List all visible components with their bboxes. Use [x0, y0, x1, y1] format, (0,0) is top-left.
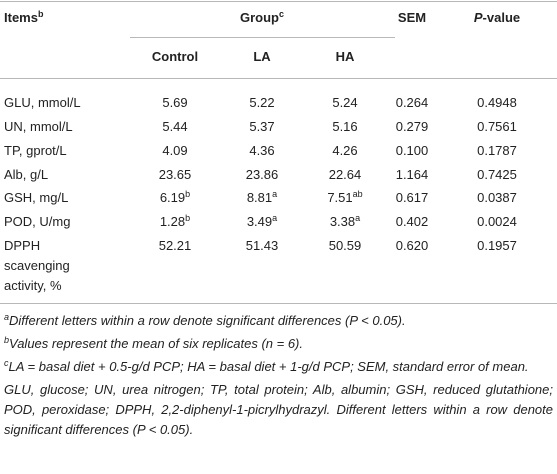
footnote: bValues represent the mean of six replic…: [4, 334, 553, 354]
cell: 51.43: [217, 237, 307, 255]
p-value: 0.1787: [477, 143, 517, 158]
header-rule: [0, 78, 557, 79]
group-header: Groupc: [217, 9, 307, 27]
cell: 8.81a: [217, 189, 307, 207]
footnotes: aDifferent letters within a row denote s…: [4, 311, 553, 443]
cell-value: 5.44: [162, 119, 188, 134]
pvalue-text: -value: [482, 10, 521, 25]
pvalue-italic: P: [473, 10, 483, 25]
group-label: Group: [239, 10, 279, 25]
cell-value: 6.19: [159, 190, 186, 205]
cell: 23.65: [130, 166, 220, 184]
cell: 4.09: [130, 142, 220, 160]
sem-header: SEM: [397, 10, 427, 25]
cell: 22.64: [300, 166, 390, 184]
group-sup: c: [278, 9, 284, 19]
cell-value: 51.43: [245, 238, 279, 253]
row-item: GLU, mmol/L: [4, 95, 81, 110]
cell-value: 23.65: [158, 167, 192, 182]
p-value: 0.1957: [477, 238, 517, 253]
subgroup-header: Control: [151, 49, 199, 64]
p-value: 0.0024: [477, 214, 517, 229]
items-sup: b: [37, 9, 44, 19]
cell-value: 50.59: [328, 238, 362, 253]
footnote-text: Different letters within a row denote si…: [9, 313, 406, 328]
row-item: TP, gprot/L: [4, 143, 67, 158]
sem-value: 0.617: [395, 190, 429, 205]
cell: 6.19b: [130, 189, 220, 207]
cell: 1.28b: [130, 213, 220, 231]
row-item: UN, mmol/L: [4, 119, 73, 134]
cell-value: 23.86: [245, 167, 279, 182]
footnote-mark: a: [4, 312, 10, 322]
cell: 5.37: [217, 118, 307, 136]
footnote-text: LA = basal diet + 0.5-g/d PCP; HA = basa…: [8, 359, 529, 374]
cell: 4.36: [217, 142, 307, 160]
row-item: POD, U/mg: [4, 214, 71, 229]
footnote-mark: c: [4, 358, 9, 368]
cell-sup: b: [185, 213, 191, 223]
cell-value: 8.81: [246, 190, 273, 205]
cell-value: 3.38: [329, 214, 356, 229]
sem-value: 0.100: [395, 143, 429, 158]
cell-sup: a: [355, 213, 361, 223]
p-value: 0.0387: [477, 190, 517, 205]
cell-value: 22.64: [328, 167, 362, 182]
cell: 4.26: [300, 142, 390, 160]
row-item: Alb, g/L: [4, 167, 49, 182]
footnote: aDifferent letters within a row denote s…: [4, 311, 553, 331]
bottom-rule: [0, 303, 557, 304]
sem-value: 0.620: [395, 238, 429, 253]
cell-sup: a: [272, 213, 278, 223]
cell-value: 7.51: [327, 190, 353, 205]
cell-value: 1.28: [159, 214, 186, 229]
cell-value: 5.16: [332, 119, 358, 134]
p-value: 0.7561: [477, 119, 517, 134]
sem-value: 0.279: [395, 119, 429, 134]
group-rule: [130, 37, 395, 38]
cell-value: 5.22: [249, 95, 275, 110]
items-header: Itemsb: [4, 9, 43, 27]
row-item: GSH, mg/L: [4, 190, 69, 205]
cell: 5.24: [300, 94, 390, 112]
footnote-mark: b: [4, 335, 10, 345]
cell-value: 4.09: [162, 143, 188, 158]
p-value: 0.7425: [477, 167, 517, 182]
top-rule: [0, 1, 557, 2]
cell-sup: ab: [352, 189, 363, 199]
cell-value: 5.37: [249, 119, 275, 134]
pvalue-header: P-value: [452, 9, 542, 27]
cell: 23.86: [217, 166, 307, 184]
cell: 3.38a: [300, 213, 390, 231]
cell: 7.51ab: [300, 189, 390, 207]
footnote: cLA = basal diet + 0.5-g/d PCP; HA = bas…: [4, 357, 553, 377]
cell: 3.49a: [217, 213, 307, 231]
row-item: DPPH scavenging activity, %: [4, 238, 70, 293]
abbreviations: GLU, glucose; UN, urea nitrogen; TP, tot…: [4, 382, 553, 437]
cell: 50.59: [300, 237, 390, 255]
cell: 5.16: [300, 118, 390, 136]
items-label: Items: [4, 10, 38, 25]
cell: 5.22: [217, 94, 307, 112]
sem-value: 0.402: [395, 214, 429, 229]
footnote-text: Values represent the mean of six replica…: [9, 336, 303, 351]
cell-sup: a: [272, 189, 278, 199]
cell-value: 3.49: [246, 214, 273, 229]
sem-value: 1.164: [395, 167, 429, 182]
cell: 5.69: [130, 94, 220, 112]
cell: 5.44: [130, 118, 220, 136]
subgroup-header: HA: [335, 49, 355, 64]
cell-value: 4.26: [332, 143, 358, 158]
cell-value: 52.21: [158, 238, 192, 253]
subgroup-header: LA: [253, 49, 271, 64]
cell-value: 5.69: [162, 95, 188, 110]
cell-value: 5.24: [332, 95, 358, 110]
p-value: 0.4948: [477, 95, 517, 110]
cell-value: 4.36: [249, 143, 275, 158]
sem-value: 0.264: [395, 95, 429, 110]
cell-sup: b: [185, 189, 191, 199]
cell: 52.21: [130, 237, 220, 255]
